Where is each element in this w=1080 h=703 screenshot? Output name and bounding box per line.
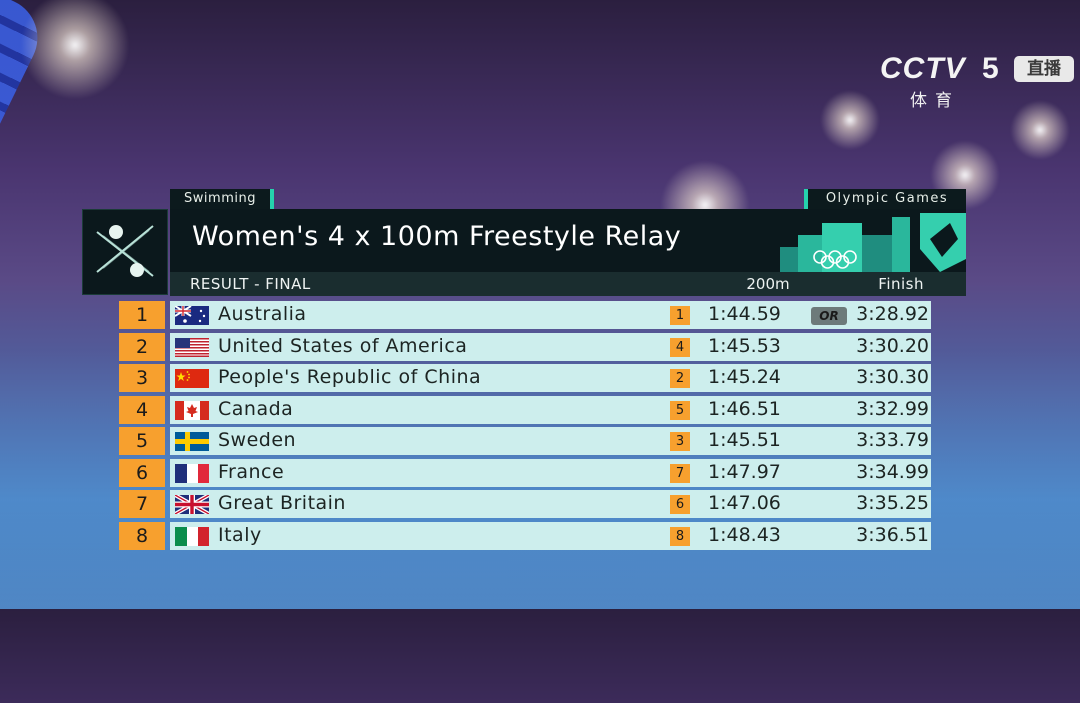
result-label: RESULT - FINAL (190, 275, 311, 293)
split-time: 1:44.59 (708, 303, 781, 325)
country-name: Sweden (218, 429, 297, 451)
rank-cell: 8 (119, 521, 165, 550)
china-flag-icon (175, 369, 209, 388)
table-row: 4 Canada 5 1:46.51 3:32.99 (119, 395, 931, 424)
country-name: United States of America (218, 334, 468, 357)
split-rank-badge: 3 (670, 432, 690, 451)
finish-column-header: Finish (878, 275, 924, 293)
rank-cell: 7 (119, 490, 165, 518)
table-row: 6 France 7 1:47.97 3:34.99 (119, 458, 931, 487)
rank-cell: 4 (119, 395, 165, 424)
result-band: France 7 1:47.97 3:34.99 (170, 458, 931, 487)
split-column-header: 200m (746, 275, 790, 293)
france-flag-icon (175, 463, 209, 483)
split-rank-badge: 6 (670, 495, 690, 514)
finish-time: 3:30.20 (856, 334, 929, 357)
split-time: 1:47.97 (708, 460, 781, 483)
games-tag: Olympic Games (804, 189, 966, 209)
result-band: Australia 1 1:44.59 OR 3:28.92 (170, 301, 931, 329)
table-row: 7 Great Britain 6 1:47.06 3:35.25 (119, 490, 931, 518)
stadium-light (1010, 100, 1070, 160)
finish-time: 3:36.51 (856, 523, 929, 546)
country-name: France (218, 460, 285, 483)
italy-flag-icon (175, 526, 209, 546)
split-rank-badge: 2 (670, 369, 690, 388)
country-name: People's Republic of China (218, 366, 482, 388)
table-row: 1 Australia 1 1:44.59 OR 3:28.92 (119, 301, 931, 329)
swimming-pictogram-icon (82, 209, 168, 295)
olympic-record-badge: OR (811, 307, 847, 325)
result-band: Great Britain 6 1:47.06 3:35.25 (170, 490, 931, 518)
finish-time: 3:33.79 (856, 429, 929, 451)
sport-tag: Swimming (170, 189, 274, 209)
split-time: 1:47.06 (708, 492, 781, 514)
split-rank-badge: 1 (670, 306, 690, 325)
stadium-light (20, 0, 130, 100)
rank-cell: 3 (119, 364, 165, 392)
rank-cell: 6 (119, 458, 165, 487)
finish-time: 3:35.25 (856, 492, 929, 514)
table-row: 3 People's Republic of China 2 1:45.24 3:30.… (119, 364, 931, 392)
split-rank-badge: 5 (670, 400, 690, 420)
table-row: 5 Sweden 3 1:45.51 3:33.79 (119, 427, 931, 455)
split-time: 1:45.53 (708, 334, 781, 357)
table-row: 8 Italy 8 1:48.43 3:36.51 (119, 521, 931, 550)
split-rank-badge: 7 (670, 463, 690, 483)
split-time: 1:45.24 (708, 366, 781, 388)
channel-number: 5 (982, 52, 999, 85)
table-row: 2 United States of America 4 1:45.53 3:30.20 (119, 332, 931, 361)
rank-cell: 2 (119, 332, 165, 361)
country-name: Canada (218, 397, 294, 420)
result-band: Sweden 3 1:45.51 3:33.79 (170, 427, 931, 455)
result-band: People's Republic of China 2 1:45.24 3:30.3… (170, 364, 931, 392)
finish-time: 3:28.92 (856, 303, 929, 325)
rank-cell: 5 (119, 427, 165, 455)
country-name: Italy (218, 523, 262, 546)
results-header: RESULT - FINAL 200m Finish (170, 272, 966, 296)
event-title: Women's 4 x 100m Freestyle Relay (192, 221, 682, 252)
cctv-logo-text: CCTV (880, 52, 966, 85)
broadcaster-logo: CCTV 5 直播 体育 (878, 52, 1078, 112)
country-name: Great Britain (218, 492, 346, 514)
finish-time: 3:34.99 (856, 460, 929, 483)
split-rank-badge: 4 (670, 337, 690, 357)
split-time: 1:45.51 (708, 429, 781, 451)
stadium-light (820, 90, 880, 150)
finish-time: 3:32.99 (856, 397, 929, 420)
olympic-rings-icon (813, 250, 857, 269)
rank-cell: 1 (119, 301, 165, 329)
finish-time: 3:30.30 (856, 366, 929, 388)
result-band: Italy 8 1:48.43 3:36.51 (170, 521, 931, 550)
live-badge: 直播 (1014, 56, 1074, 82)
usa-flag-icon (175, 337, 209, 357)
australia-flag-icon (175, 306, 209, 325)
canada-flag-icon (175, 400, 209, 420)
split-time: 1:46.51 (708, 397, 781, 420)
sweden-flag-icon (175, 432, 209, 451)
result-band: United States of America 4 1:45.53 3:30.20 (170, 332, 931, 361)
split-rank-badge: 8 (670, 526, 690, 546)
channel-subtitle: 体育 (910, 91, 960, 111)
great-britain-flag-icon (175, 495, 209, 514)
olympic-games-graphic (780, 213, 966, 272)
country-name: Australia (218, 303, 307, 325)
split-time: 1:48.43 (708, 523, 781, 546)
result-band: Canada 5 1:46.51 3:32.99 (170, 395, 931, 424)
